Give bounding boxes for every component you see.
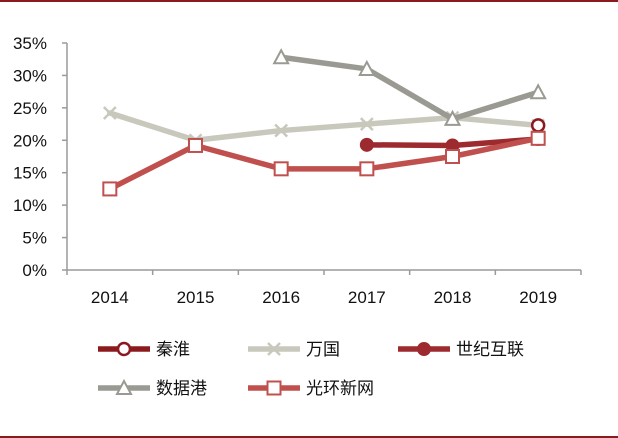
data-point <box>358 59 376 76</box>
y-tick-label: 10% <box>13 196 47 215</box>
data-point <box>272 48 290 65</box>
data-point-shape <box>188 137 203 153</box>
data-point-shape <box>359 117 374 131</box>
legend-marker-shape <box>115 378 133 395</box>
data-point-shape <box>358 59 376 76</box>
x-tick-label: 2015 <box>177 288 215 307</box>
series-line <box>107 135 541 192</box>
data-point <box>359 161 375 177</box>
x-tick-label: 2018 <box>434 288 472 307</box>
data-point-shape <box>102 181 118 197</box>
data-point <box>102 181 118 197</box>
legend-marker <box>417 342 431 356</box>
data-point <box>443 109 462 126</box>
y-tick-label: 30% <box>13 66 47 85</box>
data-point-shape <box>272 48 290 65</box>
legend-label: 世纪互联 <box>456 340 524 360</box>
data-point-shape <box>274 123 289 138</box>
data-point <box>529 83 547 100</box>
y-tick-label: 20% <box>13 131 47 150</box>
data-point-shape <box>529 83 547 100</box>
data-point-shape <box>530 118 546 133</box>
data-point <box>102 106 117 120</box>
legend-label: 光环新网 <box>306 379 374 399</box>
y-tick-label: 25% <box>13 99 47 118</box>
data-point <box>274 123 289 138</box>
data-point-shape <box>530 130 546 146</box>
x-tick-label: 2014 <box>91 288 129 307</box>
bottom-rule <box>0 436 618 438</box>
data-point <box>273 161 289 177</box>
x-tick-label: 2019 <box>519 288 557 307</box>
series-line <box>107 110 541 144</box>
data-point <box>359 117 374 131</box>
y-tick-label: 0% <box>22 261 47 280</box>
data-point-shape <box>102 106 117 120</box>
y-tick-label: 15% <box>13 164 47 183</box>
data-point-shape <box>443 109 462 126</box>
legend-marker-shape <box>417 342 431 356</box>
legend-marker <box>115 378 133 395</box>
data-point <box>530 130 546 146</box>
data-point-shape <box>445 149 460 164</box>
data-point-shape <box>359 137 374 152</box>
legend-marker-shape <box>267 342 281 356</box>
legend-marker-shape <box>116 341 132 357</box>
series-line <box>278 54 541 122</box>
top-rule <box>0 0 618 2</box>
legend-label: 数据港 <box>156 379 207 399</box>
data-point <box>188 137 203 153</box>
legend-marker <box>267 342 281 356</box>
x-tick-label: 2016 <box>262 288 300 307</box>
legend-marker-shape <box>266 380 282 396</box>
y-tick-label: 35% <box>13 34 47 53</box>
x-tick-label: 2017 <box>348 288 386 307</box>
data-point <box>359 137 374 152</box>
legend-label: 秦淮 <box>156 340 190 360</box>
legend-marker <box>266 380 282 396</box>
y-tick-label: 5% <box>22 229 47 248</box>
data-point <box>530 118 546 133</box>
data-point-shape <box>273 161 289 177</box>
data-point-shape <box>359 161 375 177</box>
data-point <box>445 149 460 164</box>
legend-label: 万国 <box>306 340 340 360</box>
legend-marker <box>116 341 132 357</box>
